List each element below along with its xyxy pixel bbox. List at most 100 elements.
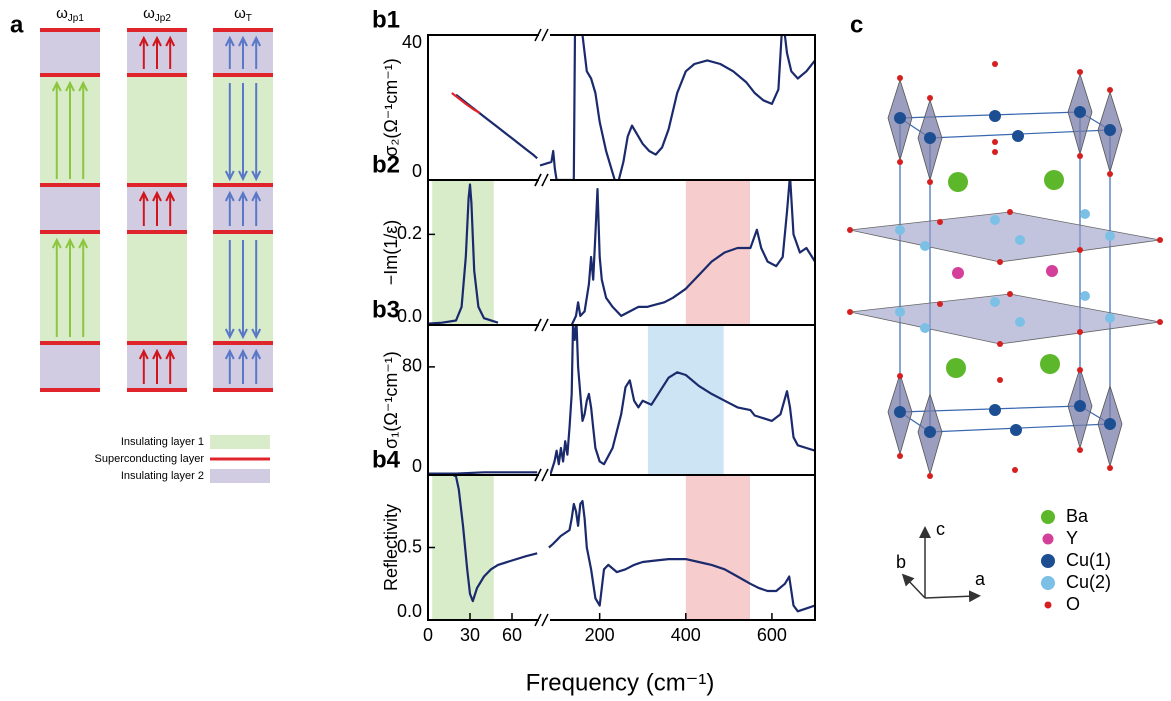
x-tick-label: 0 <box>423 625 433 645</box>
legend-label: Superconducting layer <box>95 453 205 465</box>
panel-label: b3 <box>372 296 400 323</box>
arrow-head <box>238 328 248 340</box>
superconducting-layer <box>213 341 273 345</box>
arrow-head <box>251 328 262 340</box>
axis-break-mark <box>541 173 549 187</box>
superconducting-layer <box>40 73 100 77</box>
arrow-head <box>251 190 262 202</box>
arrow-head <box>138 35 149 47</box>
panel-label: c <box>850 11 863 38</box>
superconducting-layer <box>127 341 187 345</box>
superconducting-layer <box>213 73 273 77</box>
axis-break-mark <box>534 468 542 482</box>
data-line <box>428 180 815 325</box>
shaded-band <box>432 475 494 620</box>
arrow-head <box>238 35 248 47</box>
subscript: Jp1 <box>68 13 85 24</box>
superconducting-layer <box>213 183 273 187</box>
superconducting-layer <box>40 28 100 32</box>
y-axis-label: σ₁(Ω⁻¹cm⁻¹) <box>381 351 401 449</box>
y-tick-label: 0.0 <box>397 601 422 621</box>
arrow-head <box>152 190 162 202</box>
superconducting-layer <box>40 341 100 345</box>
legend-label: Cu(2) <box>1066 572 1111 592</box>
legend-marker <box>1041 554 1055 568</box>
arrow-head <box>78 80 89 92</box>
arrow-head <box>78 237 89 249</box>
subscript: Jp2 <box>155 13 172 24</box>
y-tick-label: 40 <box>402 32 422 52</box>
arrow-head <box>224 328 235 340</box>
column-header: ωJp2 <box>143 5 171 24</box>
x-axis-label: Frequency (cm⁻¹) <box>526 669 715 696</box>
superconducting-layer <box>40 230 100 234</box>
legend-label: Cu(1) <box>1066 550 1111 570</box>
shaded-band <box>647 325 724 475</box>
y-axis-label: −Im(1/ε) <box>381 220 401 286</box>
insulating-layer-1 <box>127 232 187 343</box>
superconducting-layer <box>213 388 273 392</box>
superconducting-layer <box>127 388 187 392</box>
y-tick-label: 0.0 <box>397 306 422 326</box>
arrow-head <box>251 170 262 182</box>
arrow-head <box>138 348 149 360</box>
data-line <box>455 35 815 180</box>
octahedra <box>887 72 1123 476</box>
arrow-head <box>251 348 262 360</box>
arrow-head <box>65 237 75 249</box>
arrow-head <box>138 190 149 202</box>
x-tick-label: 60 <box>502 625 522 645</box>
shaded-band <box>685 475 750 620</box>
axis-break-mark <box>534 318 542 332</box>
panel-label: b2 <box>372 151 400 178</box>
axis-label: b <box>896 552 906 572</box>
insulating-layer-2 <box>40 30 100 75</box>
superconducting-layer <box>127 28 187 32</box>
y-tick-label: 0.5 <box>397 536 422 556</box>
subscript: T <box>246 13 252 24</box>
superconducting-layer <box>127 183 187 187</box>
legend-marker <box>1041 510 1055 524</box>
arrow-head <box>165 35 176 47</box>
superconducting-layer <box>127 73 187 77</box>
axes-frame <box>427 324 816 476</box>
axis-break-mark <box>534 28 542 42</box>
arrow-head <box>65 80 75 92</box>
arrow-head <box>238 190 248 202</box>
legend-label: Y <box>1066 528 1078 548</box>
x-tick-label: 400 <box>671 625 701 645</box>
shaded-band <box>685 180 750 325</box>
arrow-head <box>165 190 176 202</box>
x-tick-label: 30 <box>460 625 480 645</box>
legend-marker <box>1041 576 1055 590</box>
atoms <box>847 61 1163 479</box>
axis-break-mark <box>541 613 549 627</box>
axis-break-mark <box>534 173 542 187</box>
legend-label: Insulating layer 2 <box>121 470 204 482</box>
axis-break-mark <box>534 613 542 627</box>
y-tick-label: 80 <box>402 356 422 376</box>
arrow-head <box>238 170 248 182</box>
legend-marker <box>1042 533 1054 545</box>
x-tick-label: 600 <box>757 625 787 645</box>
arrow-head <box>224 35 235 47</box>
y-tick-label: 0.2 <box>397 223 422 243</box>
superconducting-layer <box>40 183 100 187</box>
arrow-head <box>152 348 162 360</box>
subplot: 0.0 0.5 0 30 60 200 400 600 Reflectivity b4 <box>372 446 816 645</box>
symbol: ω <box>234 5 246 22</box>
y-tick-label: 0 <box>412 161 422 181</box>
superconducting-layer <box>213 230 273 234</box>
arrow-head <box>224 348 235 360</box>
y-axis-label: σ₂(Ω⁻¹cm⁻¹) <box>381 58 401 157</box>
symbol: ω <box>143 5 155 22</box>
insulating-layer-2 <box>40 185 100 232</box>
legend-swatch <box>210 435 270 449</box>
subplot: 0.0 0.2−Im(1/ε) b2 <box>372 151 816 332</box>
axis-break-mark <box>541 28 549 42</box>
arrow-head <box>51 237 62 249</box>
